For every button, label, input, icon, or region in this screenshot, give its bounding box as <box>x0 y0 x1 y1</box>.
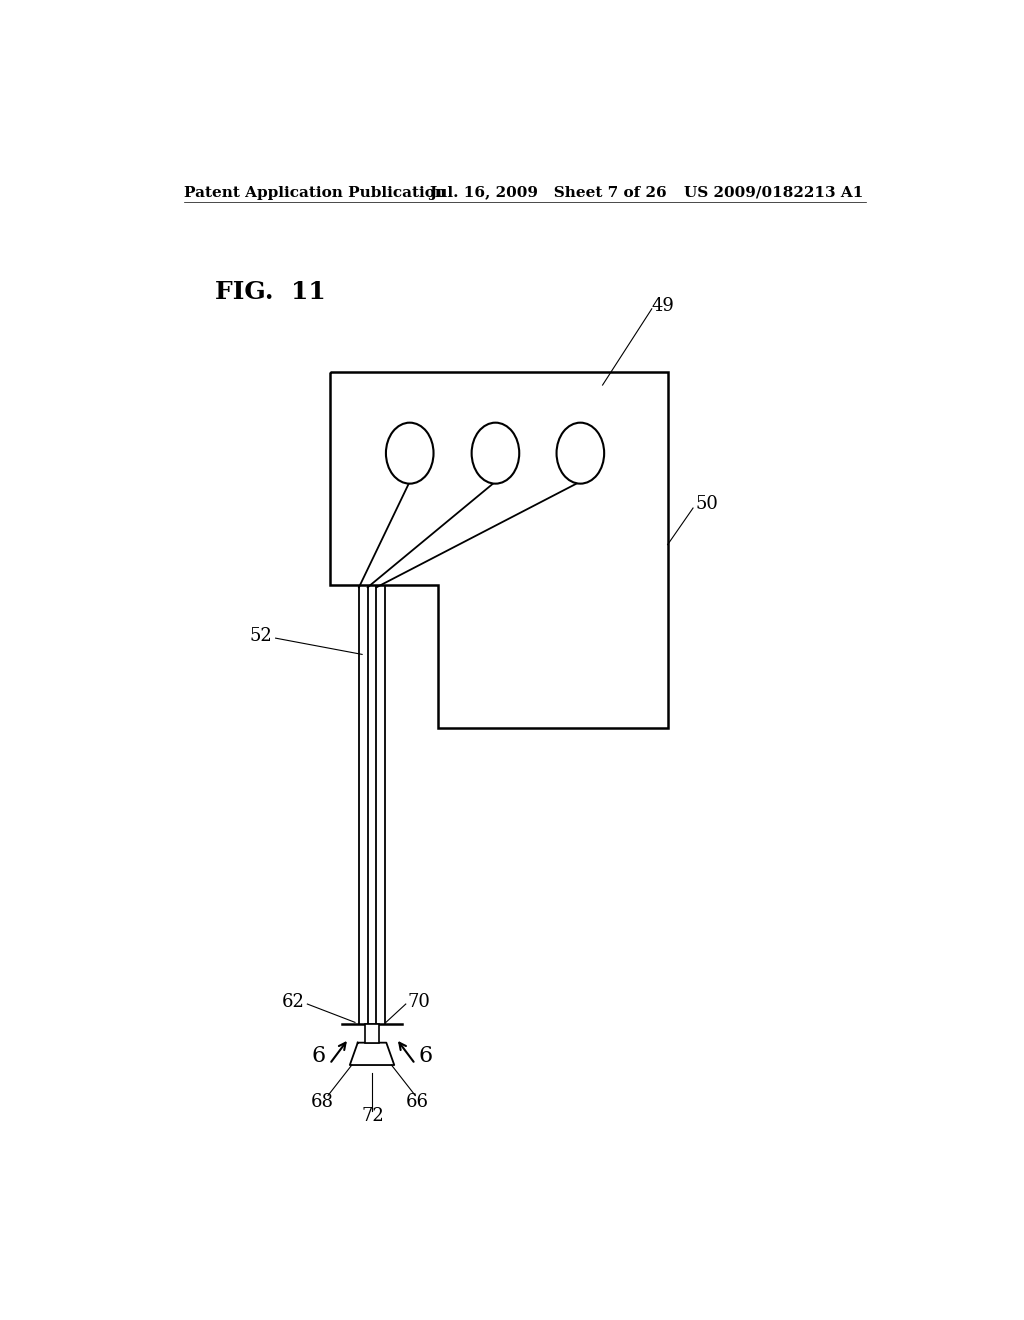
Text: 52: 52 <box>250 627 272 645</box>
Text: 6: 6 <box>311 1045 326 1067</box>
Text: 68: 68 <box>311 1093 334 1110</box>
Text: US 2009/0182213 A1: US 2009/0182213 A1 <box>684 186 863 199</box>
Text: 49: 49 <box>652 297 675 314</box>
Text: 72: 72 <box>361 1107 384 1125</box>
Bar <box>365 1024 379 1043</box>
Text: 66: 66 <box>407 1093 429 1110</box>
Text: 70: 70 <box>408 993 430 1011</box>
Text: FIG.  11: FIG. 11 <box>215 280 326 305</box>
Circle shape <box>557 422 604 483</box>
Text: 62: 62 <box>282 993 304 1011</box>
Text: 6: 6 <box>419 1045 433 1067</box>
Text: 50: 50 <box>695 495 718 513</box>
Circle shape <box>386 422 433 483</box>
Circle shape <box>472 422 519 483</box>
Text: Jul. 16, 2009   Sheet 7 of 26: Jul. 16, 2009 Sheet 7 of 26 <box>430 186 668 199</box>
Text: Patent Application Publication: Patent Application Publication <box>183 186 445 199</box>
